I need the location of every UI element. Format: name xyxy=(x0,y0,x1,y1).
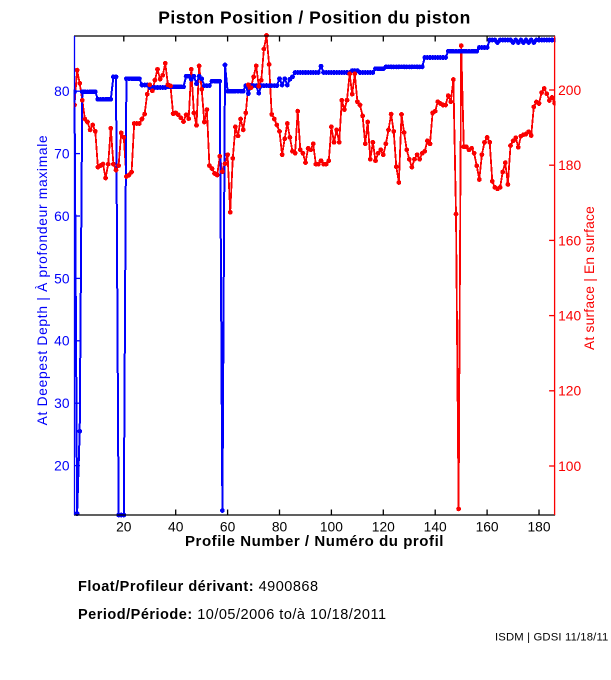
svg-text:40: 40 xyxy=(168,520,184,535)
svg-text:ISDM | GDSI 11/18/11: ISDM | GDSI 11/18/11 xyxy=(495,632,609,644)
svg-text:40: 40 xyxy=(54,334,70,349)
svg-text:100: 100 xyxy=(320,520,343,535)
svg-text:120: 120 xyxy=(558,384,581,399)
svg-text:160: 160 xyxy=(476,520,499,535)
svg-text:180: 180 xyxy=(527,520,550,535)
svg-text:60: 60 xyxy=(54,209,70,224)
svg-text:80: 80 xyxy=(54,84,70,99)
svg-text:70: 70 xyxy=(54,147,70,162)
svg-text:30: 30 xyxy=(54,396,70,411)
svg-text:At surface | En surface: At surface | En surface xyxy=(582,206,597,350)
svg-text:140: 140 xyxy=(424,520,447,535)
svg-text:Float/Profileur dérivant: 4900: Float/Profileur dérivant: 4900868 xyxy=(78,579,319,595)
svg-text:120: 120 xyxy=(372,520,395,535)
svg-text:100: 100 xyxy=(558,459,581,474)
svg-text:60: 60 xyxy=(220,520,236,535)
svg-text:Period/Période: 10/05/2006 to/: Period/Période: 10/05/2006 to/à 10/18/20… xyxy=(78,607,387,623)
svg-text:20: 20 xyxy=(54,459,70,474)
svg-text:200: 200 xyxy=(558,83,581,98)
svg-text:80: 80 xyxy=(272,520,288,535)
svg-text:Piston Position / Position du: Piston Position / Position du piston xyxy=(158,8,471,28)
svg-text:At Deepest Depth | À profondeu: At Deepest Depth | À profondeur maximale xyxy=(34,135,50,426)
svg-text:160: 160 xyxy=(558,233,581,248)
svg-text:180: 180 xyxy=(558,158,581,173)
svg-text:20: 20 xyxy=(116,520,132,535)
svg-text:50: 50 xyxy=(54,271,70,286)
svg-text:140: 140 xyxy=(558,309,581,324)
svg-text:Profile Number / Numéro du pro: Profile Number / Numéro du profil xyxy=(185,533,444,550)
